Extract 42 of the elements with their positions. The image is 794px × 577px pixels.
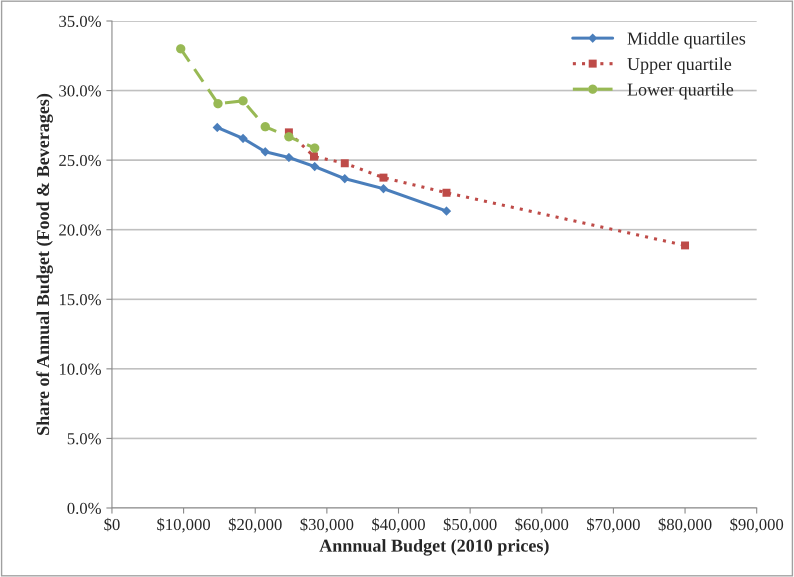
y-tick-label: 20.0% bbox=[59, 224, 101, 236]
y-tick-label: 0.0% bbox=[67, 502, 101, 514]
point bbox=[284, 132, 294, 142]
point bbox=[310, 162, 320, 171]
point bbox=[442, 188, 450, 197]
x-tick-label: $90,000 bbox=[730, 518, 784, 533]
x-axis-title: Annnual Budget (2010 prices) bbox=[319, 539, 549, 556]
point bbox=[379, 184, 388, 194]
point bbox=[212, 122, 222, 132]
y-tick-label: 15.0% bbox=[60, 294, 101, 306]
point bbox=[176, 44, 186, 54]
x-tick-label: $70,000 bbox=[587, 518, 640, 533]
y-tick-label: 35.0% bbox=[59, 16, 101, 28]
point bbox=[284, 153, 294, 162]
legend-label: Lower quartile bbox=[628, 82, 734, 100]
y-tick-label: 30.0% bbox=[59, 85, 101, 97]
point bbox=[379, 174, 388, 182]
x-tick-label: $50,000 bbox=[444, 518, 497, 533]
x-tick-label: $20,000 bbox=[228, 518, 282, 533]
legend-label: Middle quartiles bbox=[628, 32, 746, 48]
point bbox=[442, 206, 451, 216]
y-tick-label: 25.0% bbox=[59, 154, 101, 166]
point bbox=[213, 98, 223, 108]
point bbox=[340, 159, 349, 168]
x-tick-label: $40,000 bbox=[372, 518, 425, 533]
x-tick-label: $60,000 bbox=[515, 518, 568, 533]
y-tick-label: 10.0% bbox=[60, 364, 101, 375]
point bbox=[310, 143, 320, 153]
point bbox=[310, 152, 318, 161]
point bbox=[238, 134, 248, 143]
point bbox=[260, 147, 270, 156]
x-tick-label: $30,000 bbox=[300, 518, 354, 533]
x-tick-label: $10,000 bbox=[157, 518, 210, 533]
y-tick-label: 5.0% bbox=[68, 433, 101, 444]
y-axis-title: Share of Annual Budget (Food & Beverages) bbox=[36, 94, 53, 435]
point bbox=[238, 96, 248, 106]
point bbox=[340, 174, 350, 184]
x-tick-label: $80,000 bbox=[658, 518, 712, 533]
legend-label: Upper quartile bbox=[627, 57, 732, 74]
point bbox=[260, 122, 270, 132]
x-tick-label: $0 bbox=[104, 518, 120, 532]
point bbox=[681, 241, 690, 250]
